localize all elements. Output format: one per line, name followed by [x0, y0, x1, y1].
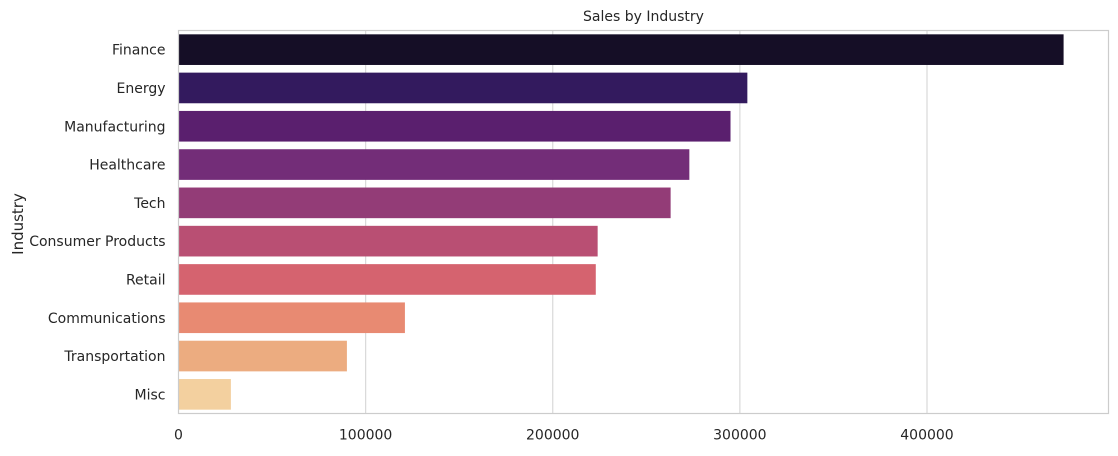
bar-communications	[178, 302, 405, 334]
x-tick-label: 300000	[713, 428, 766, 444]
chart-title: Sales by Industry	[583, 9, 704, 25]
bar-energy	[178, 72, 748, 104]
x-tick-label: 200000	[526, 428, 579, 444]
y-tick-label: Healthcare	[89, 158, 165, 174]
y-tick-label: Transportation	[63, 349, 165, 365]
y-tick-label: Consumer Products	[29, 234, 165, 250]
bar-healthcare	[178, 149, 690, 180]
x-tick-label: 100000	[339, 428, 392, 444]
y-tick-label: Finance	[112, 43, 166, 59]
bar-retail	[178, 264, 596, 295]
y-tick-label: Energy	[116, 81, 165, 97]
y-axis-label: Industry	[9, 193, 27, 255]
y-tick-labels: Finance Energy Manufacturing Healthcare Tech…	[29, 43, 165, 404]
y-tick-label: Tech	[133, 196, 165, 212]
bar-consumer-products	[178, 225, 598, 257]
x-tick-labels: 0 100000 200000 300000 400000	[174, 428, 954, 444]
y-tick-label: Misc	[135, 387, 166, 403]
y-tick-label: Communications	[48, 311, 166, 327]
bar-manufacturing	[178, 110, 731, 142]
y-tick-label: Manufacturing	[64, 119, 165, 135]
bar-misc	[178, 379, 231, 410]
bars	[178, 34, 1064, 410]
plot-frame	[177, 29, 1110, 415]
bar-transportation	[178, 340, 347, 372]
x-tick-label: 400000	[900, 428, 953, 444]
x-tick-label: 0	[174, 428, 183, 444]
bar-tech	[178, 187, 671, 219]
y-tick-label: Retail	[126, 272, 166, 288]
bar-finance	[178, 34, 1064, 65]
